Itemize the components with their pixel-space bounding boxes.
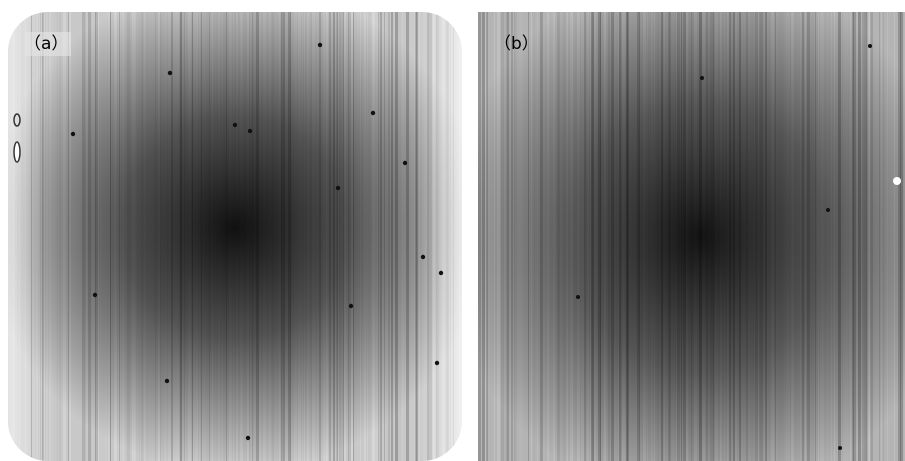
dot (576, 295, 580, 299)
dot (168, 71, 172, 75)
dot (421, 255, 425, 259)
dot (93, 293, 97, 297)
page: （a） （b） (() => { const data = JSON.parse… (0, 0, 905, 461)
panel-b-image (478, 12, 905, 461)
panel-label: （b） (494, 34, 539, 54)
dot (403, 161, 407, 165)
dot (233, 123, 237, 127)
panel-a-image (8, 12, 464, 461)
dot (868, 44, 872, 48)
figure: （a） （b） (0, 0, 905, 461)
dot (246, 436, 250, 440)
dot (336, 186, 340, 190)
dot (439, 271, 443, 275)
artifact (14, 142, 20, 162)
dot (893, 177, 901, 185)
dot (71, 132, 75, 136)
dot (435, 361, 439, 365)
dot (826, 208, 830, 212)
panel-label: （a） (24, 34, 68, 54)
dot (838, 446, 842, 450)
dot (248, 129, 252, 133)
dot (349, 304, 353, 308)
dot (318, 43, 322, 47)
dot (165, 379, 169, 383)
dot (371, 111, 375, 115)
dot (700, 76, 704, 80)
